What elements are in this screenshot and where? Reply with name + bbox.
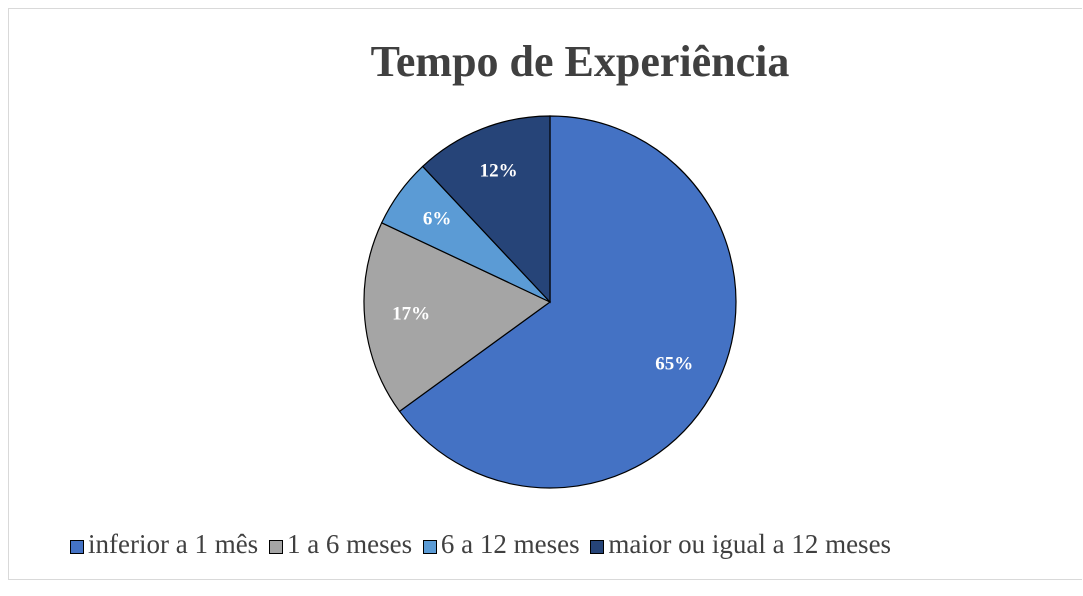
legend: inferior a 1 mês 1 a 6 meses 6 a 12 mese… [70,524,1010,564]
legend-item: maior ou igual a 12 meses [590,529,891,559]
legend-label: maior ou igual a 12 meses [608,529,892,559]
legend-item: inferior a 1 mês [70,529,258,559]
data-label: 17% [392,303,430,324]
data-label: 6% [423,208,452,229]
legend-label: inferior a 1 mês [88,529,259,559]
pie-slice [421,115,551,304]
data-label: 12% [480,161,518,182]
legend-swatch [590,539,605,554]
legend-swatch [268,539,283,554]
legend-item: 1 a 6 meses [268,529,413,559]
chart-frame [8,8,1082,580]
data-label: 65% [655,354,693,375]
pie-slice [363,222,552,413]
legend-label: 1 a 6 meses [286,529,413,559]
legend-item: 6 a 12 meses [422,529,580,559]
legend-swatch [70,539,84,554]
chart-title: Tempo de Experiência [371,37,790,86]
legend-swatch [422,539,437,554]
pie-slice [398,115,737,489]
legend-label: 6 a 12 meses [440,529,580,559]
